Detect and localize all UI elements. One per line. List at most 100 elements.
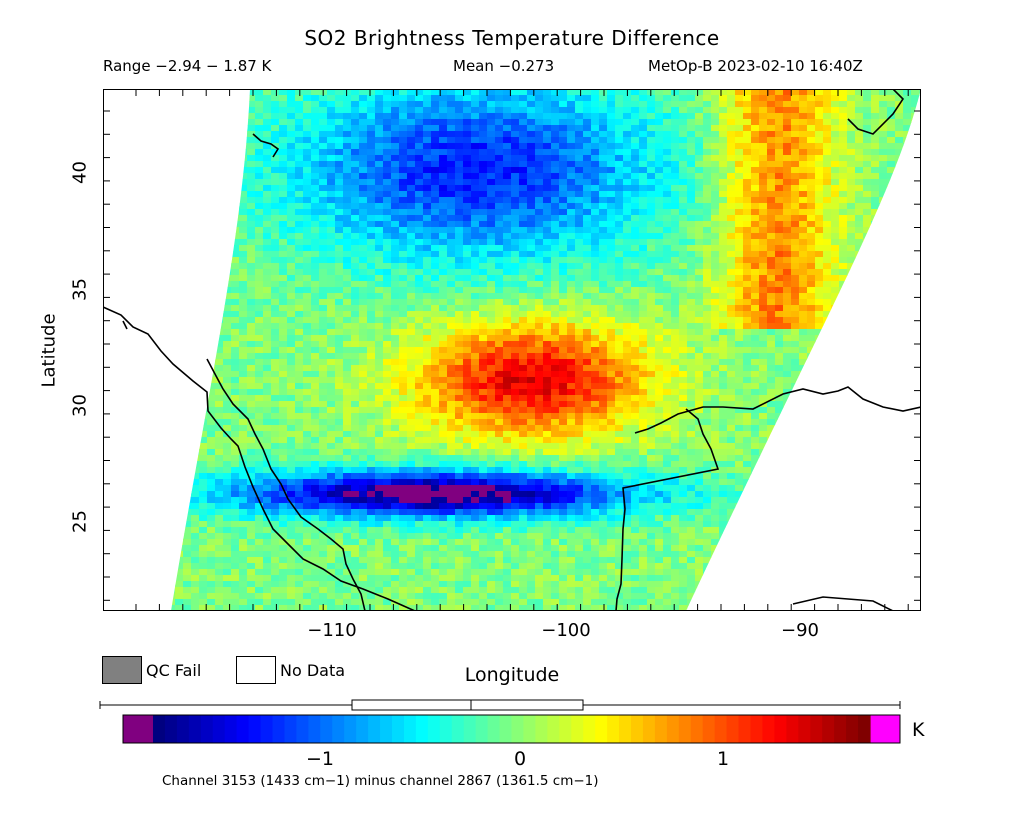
swath-cell	[871, 119, 880, 126]
swath-cell	[407, 317, 416, 324]
swath-cell	[327, 263, 336, 270]
swath-cell	[687, 305, 696, 312]
swath-cell	[783, 299, 792, 306]
swath-cell	[767, 215, 776, 222]
swath-cell	[551, 101, 560, 108]
swath-cell	[287, 257, 296, 264]
swath-cell	[647, 179, 656, 186]
swath-cell	[295, 353, 304, 360]
swath-cell	[703, 341, 712, 348]
swath-cell	[567, 305, 576, 312]
swath-cell	[423, 191, 432, 198]
swath-cell	[639, 137, 648, 144]
swath-cell	[431, 269, 440, 276]
swath-cell	[431, 293, 440, 300]
swath-cell	[303, 245, 312, 252]
swath-cell	[591, 317, 600, 324]
swath-cell	[343, 221, 352, 228]
swath-cell	[367, 293, 376, 300]
swath-cell	[319, 275, 328, 282]
swath-cell	[703, 311, 712, 318]
swath-cell	[271, 197, 280, 204]
swath-cell	[863, 185, 872, 192]
swath-cell	[295, 317, 304, 324]
swath-cell	[343, 215, 352, 222]
swath-cell	[655, 149, 664, 156]
swath-cell	[239, 305, 248, 312]
swath-cell	[551, 341, 560, 348]
swath-cell	[359, 131, 368, 138]
swath-cell	[567, 317, 576, 324]
swath-cell	[743, 275, 752, 282]
swath-cell	[351, 245, 360, 252]
swath-cell	[479, 377, 488, 384]
swath-cell	[703, 167, 712, 174]
swath-cell	[575, 269, 584, 276]
swath-cell	[639, 287, 648, 294]
swath-cell	[815, 263, 824, 270]
swath-cell	[503, 293, 512, 300]
swath-cell	[479, 347, 488, 354]
swath-cell	[391, 209, 400, 216]
swath-cell	[423, 311, 432, 318]
swath-cell	[695, 299, 704, 306]
swath-cell	[343, 347, 352, 354]
swath-cell	[423, 323, 432, 330]
swath-cell	[559, 143, 568, 150]
swath-cell	[679, 143, 688, 150]
swath-cell	[311, 203, 320, 210]
swath-cell	[567, 323, 576, 330]
swath-cell	[463, 155, 472, 162]
swath-cell	[303, 305, 312, 312]
swath-cell	[623, 197, 632, 204]
swath-cell	[583, 167, 592, 174]
swath-cell	[255, 185, 264, 192]
swath-cell	[759, 293, 768, 300]
swath-cell	[423, 131, 432, 138]
swath-cell	[431, 341, 440, 348]
swath-cell	[279, 371, 288, 378]
swath-cell	[575, 281, 584, 288]
swath-cell	[639, 329, 648, 336]
swath-cell	[551, 209, 560, 216]
swath-cell	[431, 197, 440, 204]
swath-cell	[503, 155, 512, 162]
swath-cell	[263, 251, 272, 258]
swath-cell	[519, 371, 528, 378]
swath-cell	[863, 215, 872, 222]
swath-cell	[751, 203, 760, 210]
swath-cell	[423, 107, 432, 114]
swath-cell	[263, 341, 272, 348]
swath-cell	[727, 101, 736, 108]
swath-cell	[719, 131, 728, 138]
swath-cell	[255, 377, 264, 384]
swath-cell	[527, 197, 536, 204]
swath-cell	[519, 161, 528, 168]
swath-cell	[639, 257, 648, 264]
swath-cell	[631, 221, 640, 228]
swath-cell	[879, 155, 888, 162]
swath-cell	[631, 209, 640, 216]
swath-cell	[879, 161, 888, 168]
swath-cell	[639, 95, 648, 102]
swath-cell	[503, 125, 512, 132]
swath-cell	[583, 113, 592, 120]
swath-cell	[863, 227, 872, 234]
swath-cell	[727, 227, 736, 234]
swath-cell	[447, 137, 456, 144]
swath-cell	[759, 191, 768, 198]
swath-cell	[639, 125, 648, 132]
swath-cell	[239, 185, 248, 192]
swath-cell	[359, 221, 368, 228]
swath-cell	[335, 95, 344, 102]
swath-cell	[527, 233, 536, 240]
swath-cell	[719, 227, 728, 234]
swath-cell	[783, 257, 792, 264]
swath-cell	[591, 359, 600, 366]
swath-cell	[799, 269, 808, 276]
swath-cell	[255, 293, 264, 300]
swath-cell	[447, 269, 456, 276]
swath-cell	[743, 107, 752, 114]
swath-cell	[887, 89, 896, 96]
swath-cell	[591, 215, 600, 222]
